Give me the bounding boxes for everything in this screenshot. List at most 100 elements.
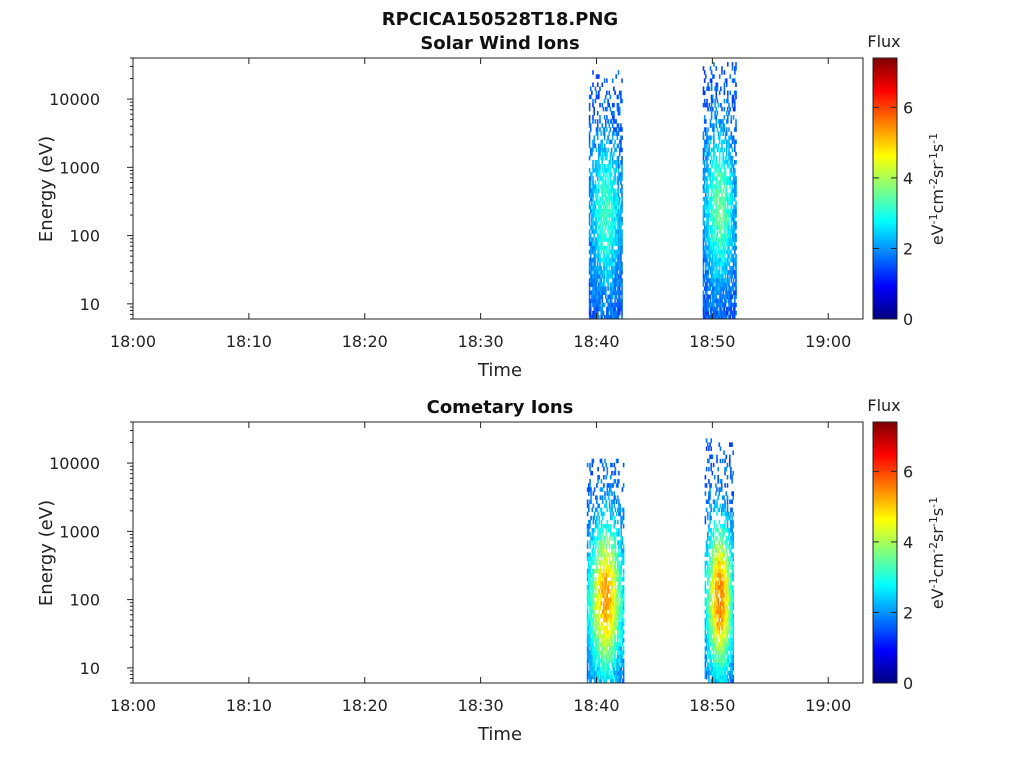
flux-cell (711, 564, 714, 570)
flux-cell (713, 605, 716, 610)
flux-cell (708, 225, 711, 230)
flux-cell (725, 515, 728, 521)
flux-cell (616, 196, 619, 202)
flux-cell (713, 556, 716, 562)
flux-cell (735, 94, 737, 100)
flux-cell (594, 294, 597, 299)
flux-cell (603, 475, 605, 480)
flux-cell (610, 625, 612, 631)
flux-cell (710, 483, 712, 488)
flux-cell (716, 585, 718, 590)
flux-cell (731, 507, 733, 513)
flux-cell (724, 200, 727, 206)
flux-cell (608, 646, 611, 651)
flux-cell (723, 270, 726, 275)
flux-cell (592, 568, 595, 574)
flux-cell (718, 213, 721, 218)
flux-cell (614, 670, 617, 676)
flux-cell (732, 139, 735, 145)
flux-cell (719, 662, 722, 668)
flux-cell (723, 225, 726, 230)
flux-cell (588, 487, 590, 492)
flux-cell (705, 613, 708, 619)
flux-cell (619, 634, 621, 639)
flux-cell (622, 552, 625, 557)
flux-cell (599, 196, 601, 202)
flux-cell (716, 221, 719, 226)
flux-cell (600, 650, 603, 655)
flux-cell (601, 225, 604, 230)
flux-cell (598, 650, 600, 655)
flux-cell (596, 290, 599, 295)
flux-cell (600, 237, 602, 242)
flux-cell (620, 225, 622, 230)
flux-cell (617, 221, 620, 226)
flux-cell (602, 106, 605, 112)
flux-cell (732, 572, 734, 578)
flux-cell (711, 532, 714, 537)
flux-cell (717, 609, 719, 615)
flux-cell (724, 204, 727, 210)
flux-cell (721, 257, 723, 263)
flux-cell (720, 613, 723, 619)
flux-cell (588, 302, 591, 308)
flux-cell (586, 462, 589, 468)
flux-cell (716, 650, 718, 655)
flux-cell (589, 564, 591, 570)
flux-cell (616, 160, 619, 165)
flux-cell (620, 552, 622, 557)
flux-cell (724, 674, 726, 680)
flux-cell (614, 621, 617, 627)
flux-cell (724, 560, 726, 566)
flux-cell (718, 217, 721, 222)
flux-cell (716, 458, 718, 464)
flux-cell (607, 540, 610, 545)
flux-cell (710, 564, 712, 570)
flux-cell (713, 658, 716, 663)
flux-cell (613, 257, 615, 263)
flux-cell (716, 572, 718, 578)
flux-cell (622, 601, 625, 606)
flux-cell (596, 135, 599, 140)
flux-cell (599, 630, 602, 635)
flux-cell (715, 164, 718, 169)
flux-cell (618, 310, 621, 316)
flux-cell (608, 487, 611, 492)
flux-cell (590, 572, 592, 578)
flux-cell (726, 515, 729, 521)
flux-cell (611, 548, 613, 553)
flux-cell (600, 479, 603, 484)
flux-cell (597, 642, 599, 647)
flux-cell (613, 638, 616, 643)
flux-cell (591, 294, 593, 299)
flux-cell (606, 278, 608, 283)
flux-cell (605, 499, 607, 504)
flux-cell (607, 213, 609, 218)
flux-cell (616, 176, 619, 181)
flux-cell (716, 176, 719, 181)
flux-cell (615, 233, 617, 238)
flux-cell (594, 200, 597, 206)
flux-cell (705, 310, 707, 316)
flux-cell (703, 119, 706, 124)
flux-cell (722, 605, 724, 610)
flux-cell (592, 458, 595, 464)
flux-cell (609, 106, 612, 112)
flux-cell (723, 208, 726, 214)
flux-cell (591, 654, 594, 659)
flux-cell (706, 286, 708, 291)
flux-cell (611, 200, 614, 206)
flux-cell (726, 568, 729, 574)
flux-cell (726, 593, 729, 598)
flux-cell (722, 278, 724, 283)
flux-cell (610, 560, 612, 566)
flux-cell (588, 261, 591, 267)
flux-cell (726, 577, 729, 582)
flux-cell (720, 589, 723, 594)
flux-cell (594, 601, 597, 606)
flux-cell (721, 314, 723, 320)
flux-cell (726, 666, 729, 672)
flux-cell (616, 94, 619, 100)
flux-cell (588, 217, 591, 222)
